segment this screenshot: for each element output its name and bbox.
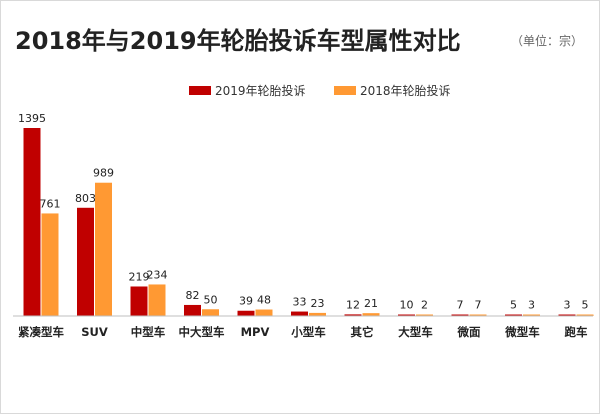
bar-2018-7 [416,314,433,316]
chart-title: 2018年与2019年轮胎投诉车型属性对比 [15,27,461,55]
value-label-2018-7: 2 [421,299,428,312]
value-label-2018-1: 989 [93,167,114,180]
value-label-2018-9: 3 [528,299,535,312]
category-label-2: 中型车 [131,325,166,339]
category-label-6: 其它 [351,325,374,339]
value-label-2019-9: 5 [510,299,517,312]
value-label-2019-4: 39 [239,295,253,308]
value-label-2018-8: 7 [475,299,482,312]
value-label-2018-4: 48 [257,294,271,307]
value-label-2018-3: 50 [204,293,218,306]
category-label-0: 紧凑型车 [18,325,64,339]
bar-2019-1 [77,207,94,316]
bar-2018-1 [95,182,112,316]
bar-2018-10 [576,314,594,316]
value-label-2019-2: 219 [129,270,150,283]
bar-2019-8 [451,314,469,316]
bar-2019-2 [130,286,148,316]
category-label-7: 大型车 [398,325,433,339]
bar-2018-0 [41,213,59,316]
bar-2019-5 [291,311,308,316]
legend-label-2018: 2018年轮胎投诉 [360,83,451,98]
value-label-2018-10: 5 [582,299,589,312]
bar-2018-2 [148,284,166,316]
category-label-8: 微面 [457,325,481,339]
legend-label-2019: 2019年轮胎投诉 [215,83,306,98]
category-label-10: 跑车 [565,325,588,339]
chart-subtitle: （单位：宗） [511,34,584,48]
bar-2019-4 [237,310,255,316]
bar-2019-0 [23,128,41,316]
value-label-2018-5: 23 [311,297,325,310]
category-label-1: SUV [81,325,108,339]
bar-2018-3 [202,309,219,316]
value-label-2019-0: 1395 [18,112,46,125]
bar-2019-9 [505,314,522,316]
value-label-2018-0: 761 [40,197,61,210]
bar-2018-9 [523,314,540,316]
bar-2018-4 [255,309,273,316]
bar-2018-8 [469,314,487,316]
value-label-2019-5: 33 [293,296,307,309]
value-label-2019-7: 10 [400,299,414,312]
value-label-2019-8: 7 [457,299,464,312]
category-label-5: 小型车 [290,325,326,339]
bar-2019-7 [398,314,415,316]
category-label-9: 微型车 [504,325,540,339]
value-label-2019-6: 12 [346,298,360,311]
category-label-4: MPV [241,325,270,339]
category-label-3: 中大型车 [179,325,225,339]
bar-2019-10 [558,314,576,316]
value-label-2019-1: 803 [75,192,96,205]
bar-2018-5 [309,312,326,316]
value-label-2019-10: 3 [564,299,571,312]
bar-2019-3 [184,304,201,316]
legend: 2019年轮胎投诉 2018年轮胎投诉 [189,83,451,98]
legend-swatch-2018 [334,86,356,95]
bar-2018-6 [362,313,380,316]
value-label-2018-6: 21 [364,297,378,310]
value-label-2019-3: 82 [186,289,200,302]
value-label-2018-2: 234 [147,268,168,281]
legend-swatch-2019 [189,86,211,95]
bar-2019-6 [344,314,362,316]
